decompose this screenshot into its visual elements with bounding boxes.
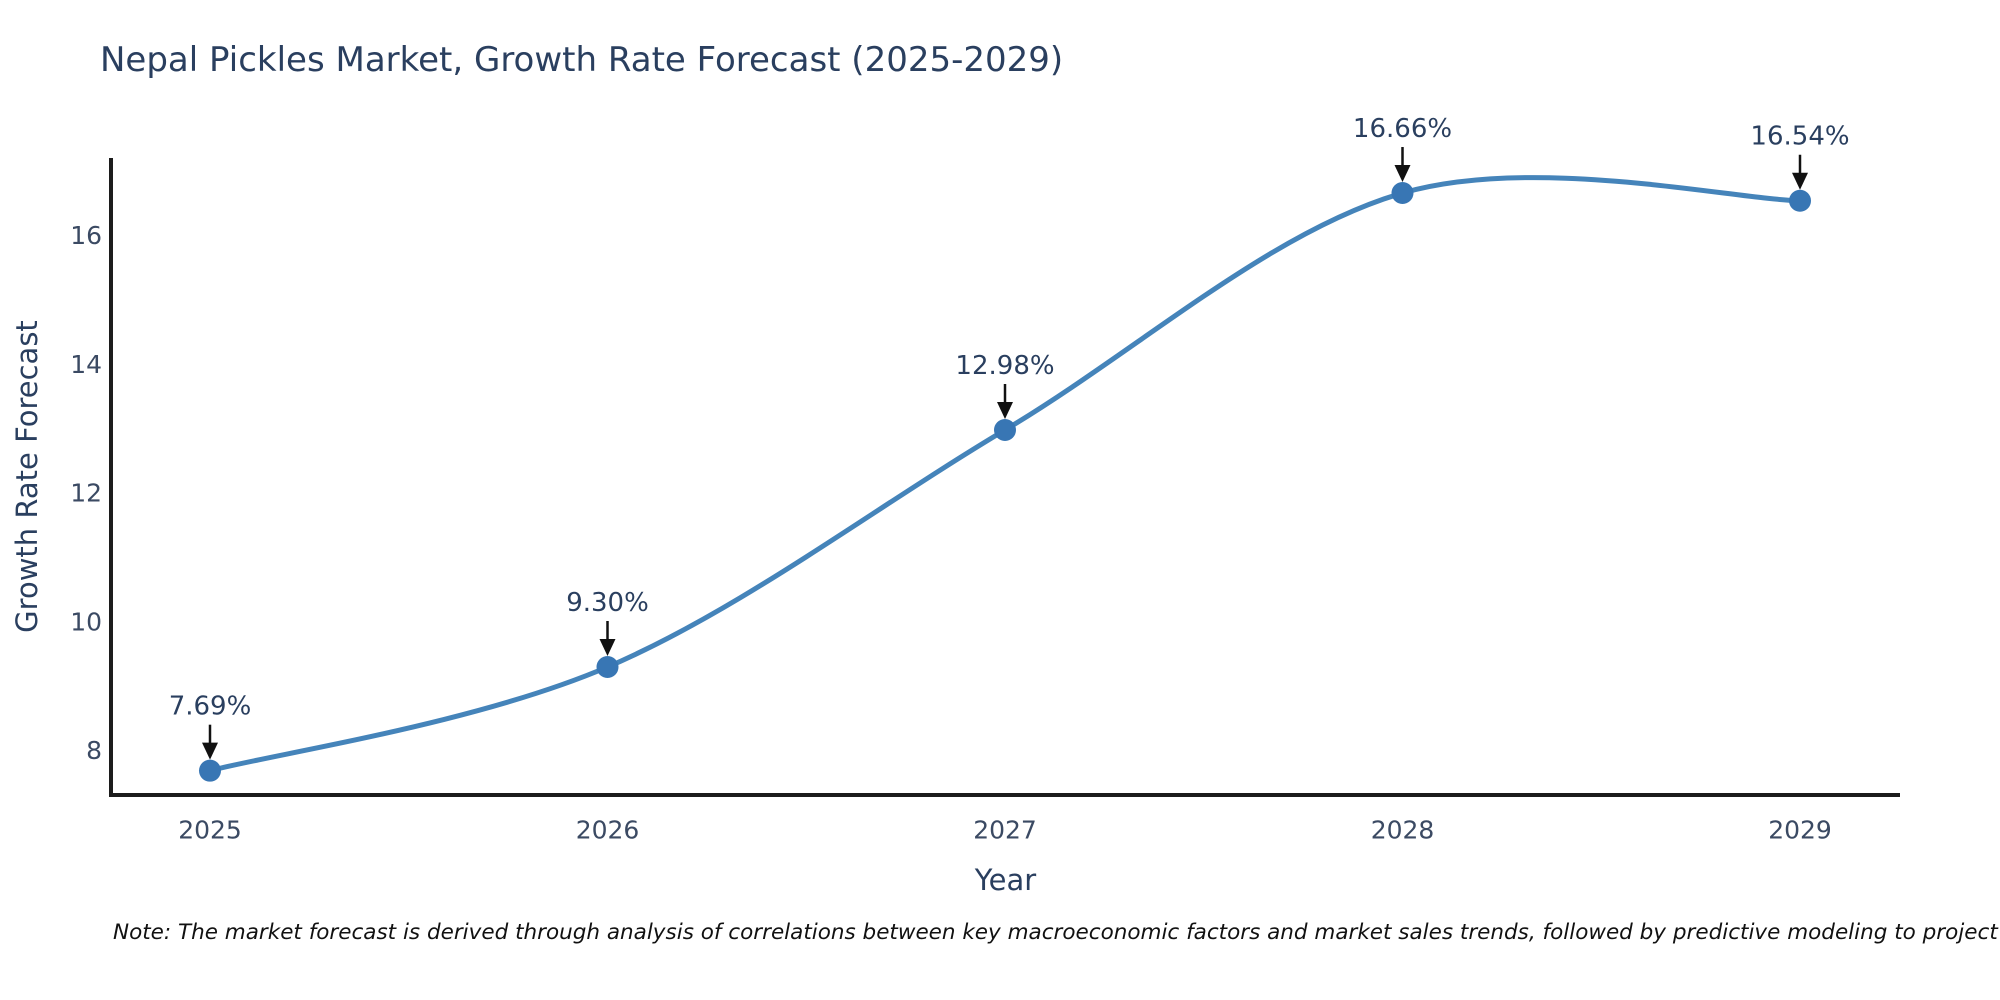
y-tick-label: 12	[70, 479, 102, 508]
data-point-2026[interactable]	[596, 656, 619, 678]
data-point-2028[interactable]	[1391, 182, 1414, 205]
y-tick-label: 8	[86, 736, 102, 765]
point-value-label: 16.66%	[1353, 114, 1452, 144]
annotation-arrowhead	[1394, 165, 1411, 183]
x-tick-label: 2025	[178, 816, 242, 845]
data-point-2029[interactable]	[1789, 189, 1811, 212]
annotation-arrowhead	[202, 742, 218, 760]
annotation-arrowhead	[599, 639, 616, 656]
x-tick-label: 2029	[1768, 816, 1832, 845]
annotation-arrowhead	[997, 402, 1013, 420]
annotation-arrowhead	[1792, 172, 1808, 190]
y-tick-label: 14	[70, 350, 102, 379]
footnote: Note: The market forecast is derived thr…	[113, 920, 2000, 945]
data-point-2025[interactable]	[199, 759, 221, 782]
x-tick-label: 2028	[1371, 816, 1435, 845]
chart-title: Nepal Pickles Market, Growth Rate Foreca…	[100, 40, 1064, 80]
x-axis-title: Year	[974, 863, 1036, 897]
y-axis-title: Growth Rate Forecast	[10, 320, 44, 633]
y-tick-label: 10	[70, 607, 102, 636]
point-value-label: 9.30%	[566, 588, 649, 618]
point-value-label: 7.69%	[169, 692, 252, 722]
point-value-label: 12.98%	[955, 351, 1054, 381]
x-tick-label: 2027	[973, 816, 1037, 845]
data-point-2027[interactable]	[994, 419, 1016, 442]
point-value-label: 16.54%	[1750, 122, 1849, 152]
y-tick-label: 16	[70, 221, 102, 250]
forecast-line	[207, 175, 1803, 774]
x-tick-label: 2026	[576, 816, 640, 845]
